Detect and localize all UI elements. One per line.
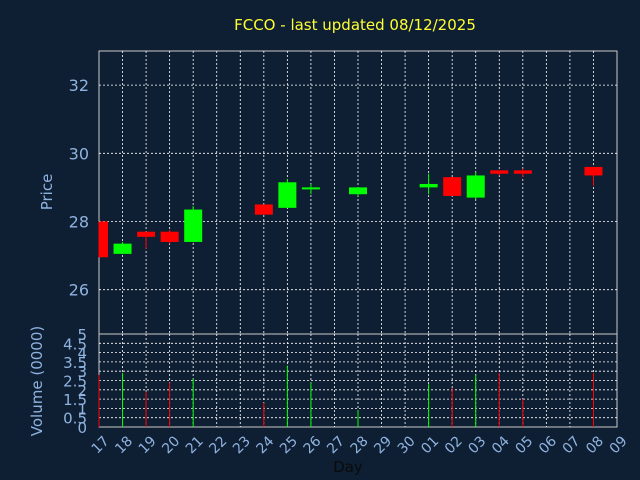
volume-tick-label: 0 xyxy=(77,419,87,437)
candle-body xyxy=(466,175,485,198)
x-tick-label: 29 xyxy=(371,433,395,457)
volume-tick-label: 3.5 xyxy=(63,354,87,372)
x-tick-label: 25 xyxy=(277,433,301,457)
candle-body xyxy=(419,183,438,188)
x-tick-label: 04 xyxy=(489,433,513,457)
x-tick-label: 24 xyxy=(254,433,278,457)
volume-tick-label: 0.5 xyxy=(63,410,87,428)
chart-layer: 17 18 19 20 21 22 23 24 25 26 27 28 29 30 01 02 03 04 05 06… xyxy=(63,50,631,457)
volume-tick-label: 5 xyxy=(77,326,87,344)
volume-axis-label: Volume (0000) xyxy=(28,326,46,436)
candle-body xyxy=(278,182,297,208)
candle-body xyxy=(184,209,203,242)
x-tick-label: 05 xyxy=(513,433,537,457)
x-tick-label: 23 xyxy=(230,433,254,457)
x-tick-label: 03 xyxy=(465,433,489,457)
candle-body xyxy=(301,187,320,190)
candle-body xyxy=(160,231,179,242)
x-tick-label: 18 xyxy=(112,433,136,457)
x-tick-label: 17 xyxy=(89,433,113,457)
x-tick-label: 26 xyxy=(301,433,325,457)
price-tick-label: 30 xyxy=(69,144,89,163)
volume-tick-label: 4.5 xyxy=(63,335,87,353)
candle-body xyxy=(443,177,462,196)
candle-body xyxy=(584,166,603,176)
volume-tick-label: 1.5 xyxy=(63,391,87,409)
x-tick-label: 08 xyxy=(583,433,607,457)
candle-body xyxy=(349,187,367,195)
price-axis-label: Price xyxy=(38,174,56,211)
volume-tick-label: 1 xyxy=(77,400,87,418)
price-tick-label: 26 xyxy=(69,281,89,300)
x-tick-label: 07 xyxy=(560,433,584,457)
candle-body xyxy=(513,170,532,174)
x-tick-label: 28 xyxy=(348,433,372,457)
x-tick-label: 20 xyxy=(159,433,183,457)
chart-title: FCCO - last updated 08/12/2025 xyxy=(234,16,476,34)
volume-tick-label: 3 xyxy=(77,363,87,381)
x-tick-label: 30 xyxy=(395,433,419,457)
x-axis-label: Day xyxy=(333,458,363,476)
candle-body xyxy=(113,243,132,254)
x-tick-label: 19 xyxy=(136,433,160,457)
x-tick-label: 22 xyxy=(206,433,230,457)
candle-body xyxy=(99,221,108,258)
volume-tick-label: 4 xyxy=(77,345,87,363)
x-tick-label: 21 xyxy=(183,433,207,457)
price-tick-label: 28 xyxy=(69,212,89,231)
volume-tick-label: 2 xyxy=(77,382,87,400)
x-tick-label: 06 xyxy=(536,433,560,457)
x-tick-label: 01 xyxy=(418,433,442,457)
x-tick-label: 27 xyxy=(324,433,348,457)
candle-body xyxy=(490,170,509,174)
candle-body xyxy=(137,231,156,237)
x-tick-label: 09 xyxy=(607,433,631,457)
volume-tick-label: 2.5 xyxy=(63,373,87,391)
candle-body xyxy=(254,204,273,215)
price-tick-label: 32 xyxy=(69,76,89,95)
x-tick-label: 02 xyxy=(442,433,466,457)
